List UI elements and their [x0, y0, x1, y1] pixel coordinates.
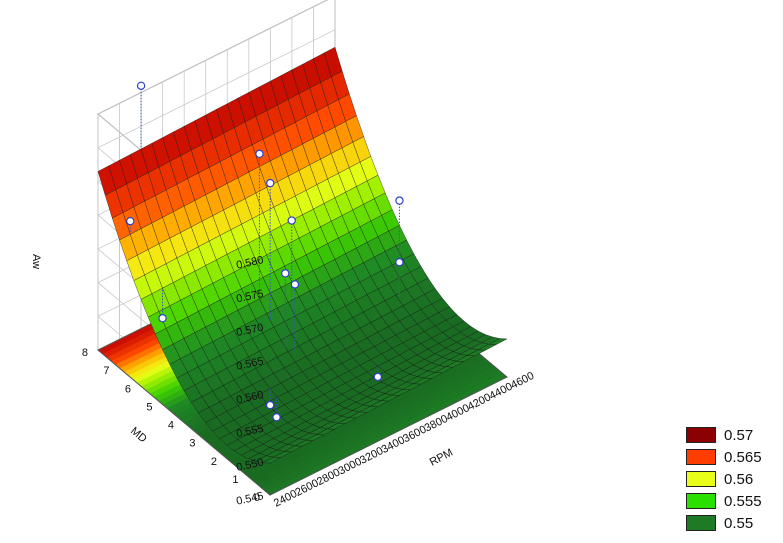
z-tick-label: 0.545 — [235, 490, 264, 507]
y-tick-label: 2 — [211, 456, 217, 468]
observed-points — [126, 81, 404, 422]
legend-item: 0.555 — [686, 490, 778, 512]
observed-point — [395, 258, 404, 267]
z-tick-label: 0.575 — [235, 288, 264, 305]
z-axis-title: Aw — [30, 254, 42, 269]
observed-point — [126, 216, 135, 226]
z-tick-label: 0.570 — [235, 322, 264, 339]
legend-item: 0.55 — [686, 512, 778, 534]
observed-point — [281, 269, 290, 278]
legend-label: 0.57 — [724, 426, 754, 444]
legend-label: 0.555 — [724, 492, 762, 510]
observed-point — [136, 81, 146, 91]
legend-swatch — [686, 449, 716, 465]
observed-point — [287, 216, 296, 225]
legend: 0.57 0.565 0.56 0.555 0.55 — [686, 424, 778, 534]
z-tick-label: 0.565 — [235, 355, 264, 372]
legend-item: 0.565 — [686, 446, 778, 468]
response-surface — [97, 46, 508, 464]
observed-point — [158, 314, 167, 323]
y-tick-label: 8 — [82, 347, 88, 359]
observed-point — [373, 372, 383, 382]
z-tick-label: 0.580 — [235, 254, 264, 271]
legend-item: 0.56 — [686, 468, 778, 490]
y-tick-label: 1 — [232, 474, 238, 486]
y-tick-label: 0 — [254, 492, 260, 504]
observed-point — [395, 196, 404, 205]
observed-point — [290, 280, 300, 289]
observed-point — [265, 400, 275, 410]
z-tick-label: 0.555 — [235, 423, 264, 440]
x-axis-title: RPM — [428, 447, 455, 469]
y-axis-title: MD — [128, 425, 149, 445]
legend-item: 0.57 — [686, 424, 778, 446]
x-tick-label: 4600 — [509, 370, 536, 392]
legend-label: 0.565 — [724, 448, 762, 466]
legend-swatch — [686, 471, 716, 487]
legend-swatch — [686, 515, 716, 531]
y-tick-label: 5 — [146, 401, 152, 413]
observed-point — [266, 178, 275, 188]
legend-label: 0.56 — [724, 470, 754, 488]
surface-cell — [488, 338, 508, 345]
observed-point — [255, 149, 264, 159]
legend-swatch — [686, 427, 716, 443]
y-tick-label: 7 — [103, 365, 109, 377]
legend-label: 0.55 — [724, 514, 754, 532]
y-tick-label: 6 — [125, 383, 131, 395]
observed-point — [272, 413, 281, 422]
y-tick-label: 4 — [168, 420, 174, 432]
y-tick-label: 3 — [189, 438, 195, 450]
z-tick-label: 0.550 — [235, 456, 264, 473]
z-tick-label: 0.560 — [235, 389, 264, 406]
legend-swatch — [686, 493, 716, 509]
